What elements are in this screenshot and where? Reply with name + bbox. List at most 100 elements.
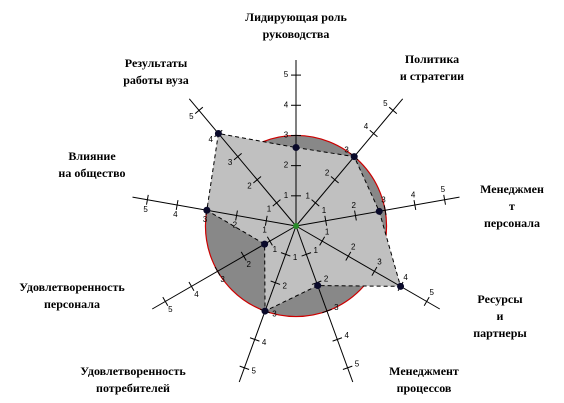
tick-mark: [371, 266, 378, 276]
tick-label: 2: [246, 260, 251, 269]
axis-line: [151, 225, 297, 310]
tick-label: 3: [334, 303, 339, 312]
tick-mark: [239, 365, 250, 370]
tick-mark: [240, 251, 247, 261]
category-label: Менеджмент: [389, 364, 459, 378]
tick-label: 3: [344, 145, 349, 154]
center-dot: [293, 223, 299, 229]
tick-label: 4: [173, 210, 178, 219]
tick-label: 5: [429, 288, 434, 297]
tick-mark: [388, 106, 398, 114]
tick-label: 1: [306, 192, 311, 201]
tick-mark: [253, 176, 262, 184]
tick-mark: [330, 176, 339, 184]
category-label: и: [497, 309, 504, 323]
category-label: Влияние: [68, 149, 116, 163]
tick-label: 1: [267, 204, 272, 213]
category-label: персонала: [44, 297, 100, 311]
tick-mark: [214, 266, 221, 276]
data-point: [203, 206, 211, 214]
tick-label: 3: [272, 310, 277, 319]
tick-label: 5: [284, 70, 289, 79]
tick-mark: [188, 281, 195, 291]
tick-label: 4: [194, 290, 199, 299]
category-label: руководства: [263, 27, 330, 41]
axis-line: [238, 225, 297, 383]
tick-label: 3: [284, 131, 289, 140]
category-label: Ресурсы: [477, 292, 523, 306]
tick-mark: [194, 106, 204, 114]
tick-mark: [233, 153, 242, 161]
tick-label: 5: [355, 359, 360, 368]
tick-label: 3: [203, 215, 208, 224]
data-point: [214, 130, 222, 138]
tick-mark: [272, 199, 281, 207]
category-label: Менеджмен: [480, 182, 544, 196]
category-label: Удовлетворенность: [80, 364, 186, 378]
tick-mark: [249, 337, 260, 342]
tick-mark: [162, 296, 169, 307]
tick-mark: [270, 280, 281, 285]
tick-label: 4: [209, 135, 214, 144]
tick-label: 5: [189, 112, 194, 121]
category-label: работы вуза: [123, 73, 189, 87]
category-label: на общество: [58, 166, 125, 180]
tick-label: 2: [351, 201, 356, 210]
tick-label: 1: [262, 226, 267, 235]
tick-label: 1: [325, 228, 330, 237]
tick-label: 2: [233, 220, 238, 229]
data-point: [261, 240, 269, 248]
tick-label: 5: [441, 185, 446, 194]
tick-mark: [266, 236, 273, 246]
tick-label: 1: [313, 246, 318, 255]
tick-label: 4: [411, 190, 416, 199]
tick-mark: [383, 205, 387, 216]
category-label: Политика: [405, 52, 459, 66]
data-point: [375, 207, 383, 215]
tick-label: 2: [325, 168, 330, 177]
tick-label: 2: [283, 281, 288, 290]
tick-mark: [423, 296, 430, 307]
tick-label: 2: [351, 243, 356, 252]
category-label: процессов: [397, 381, 452, 395]
tick-label: 2: [284, 161, 289, 170]
axis-line: [295, 225, 441, 310]
tick-mark: [146, 194, 149, 205]
tick-label: 4: [364, 122, 369, 131]
tick-mark: [443, 194, 446, 205]
tick-label: 3: [220, 275, 225, 284]
category-label: Результаты: [125, 56, 188, 70]
category-label: Удовлетворенность: [19, 280, 125, 294]
tick-label: 4: [403, 273, 408, 282]
tick-label: 1: [322, 206, 327, 215]
tick-mark: [345, 251, 352, 261]
data-point: [261, 307, 269, 315]
tick-mark: [319, 236, 326, 246]
tick-label: 3: [228, 158, 233, 167]
category-label: персонала: [484, 216, 540, 230]
tick-mark: [280, 252, 291, 257]
tick-mark: [175, 200, 179, 211]
tick-label: 3: [381, 196, 386, 205]
tick-mark: [342, 365, 353, 370]
data-point: [397, 282, 405, 290]
tick-label: 5: [383, 99, 388, 108]
tick-label: 1: [284, 191, 289, 200]
axis-line: [132, 196, 297, 227]
tick-mark: [324, 215, 328, 226]
data-point: [350, 153, 358, 161]
tick-mark: [369, 129, 378, 138]
tick-label: 2: [324, 274, 329, 283]
tick-mark: [332, 337, 343, 342]
tick-label: 3: [377, 258, 382, 267]
tick-label: 5: [252, 366, 257, 375]
tick-label: 4: [262, 338, 267, 347]
category-label: партнеры: [473, 326, 527, 340]
data-point: [314, 282, 322, 290]
axis-line: [295, 225, 354, 383]
tick-mark: [354, 210, 357, 221]
axis-line: [295, 98, 404, 227]
category-label: т: [509, 199, 515, 213]
tick-mark: [413, 200, 417, 211]
